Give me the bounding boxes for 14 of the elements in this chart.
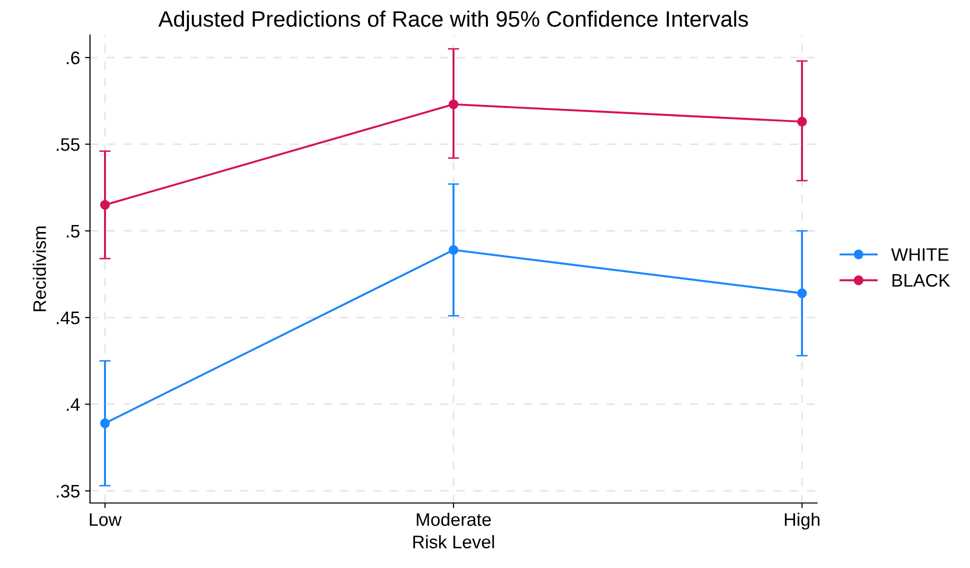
y-tick-label: .45 [56,312,80,324]
legend-label: BLACK [892,274,950,287]
y-tick-label: .55 [56,138,80,151]
x-axis-title: Risk Level [413,535,494,548]
y-tick-label: .6 [66,51,80,64]
chart-title: Adjusted Predictions of Race with 95% Confidence Intervals [158,10,748,32]
y-tick-label: .4 [66,398,80,411]
y-tick-label: .35 [56,484,80,498]
x-tick-label: High [784,512,820,530]
legend-label: WHITE [891,248,948,261]
x-tick-label: Moderate [416,512,491,526]
y-tick-label: .5 [66,224,80,238]
x-tick-label: Low [90,513,122,526]
y-axis-title: Recidivism [32,226,46,312]
